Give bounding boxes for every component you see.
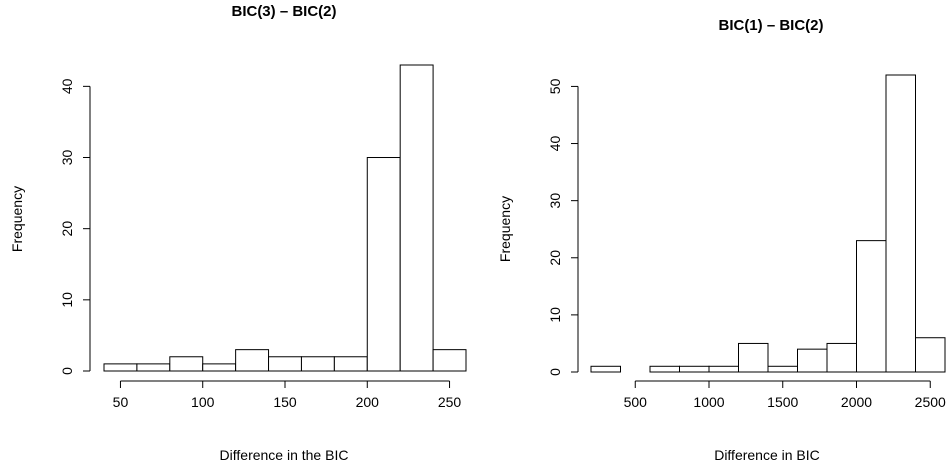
histogram-bar [399, 64, 434, 372]
x-tick-label: 50 [113, 394, 129, 410]
panel-right-histogram: BIC(1) – BIC(2) Difference in BIC Freque… [497, 17, 946, 463]
histogram-bar [136, 363, 171, 372]
x-tick-label: 500 [624, 394, 648, 410]
histogram-bar [202, 363, 237, 372]
histogram-bar [649, 365, 680, 373]
y-tick-label: 40 [59, 78, 75, 94]
histogram-bar [432, 349, 467, 372]
y-axis-label: Frequency [9, 186, 25, 252]
y-tick-label: 30 [59, 150, 75, 166]
chart-title: BIC(3) – BIC(2) [231, 3, 336, 20]
histogram-bar [590, 365, 621, 373]
x-axis-label: Difference in the BIC [220, 447, 349, 463]
histogram-bar [856, 240, 887, 373]
histogram-bar [333, 356, 368, 372]
chart-title: BIC(1) – BIC(2) [718, 17, 823, 34]
histogram-bar [268, 356, 302, 372]
histogram-bar [826, 342, 857, 373]
histogram-bar [235, 349, 270, 372]
y-tick-label: 40 [547, 136, 563, 152]
x-tick-label: 200 [356, 394, 380, 410]
x-axis: 500 1000 1500 2000 2500 [624, 380, 946, 410]
x-tick-label: 100 [191, 394, 215, 410]
x-axis: 50 100 150 200 250 [113, 380, 462, 410]
histogram-bar [366, 157, 401, 372]
y-axis-label: Frequency [497, 196, 513, 262]
x-tick-label: 1000 [693, 394, 724, 410]
histogram-bar [708, 365, 739, 373]
histogram-bar [300, 356, 335, 372]
x-tick-label: 250 [438, 394, 462, 410]
histogram-bar [915, 337, 946, 373]
panel-left-histogram: BIC(3) – BIC(2) Difference in the BIC Fr… [9, 3, 467, 463]
y-tick-label: 50 [547, 78, 563, 94]
x-tick-label: 150 [273, 394, 297, 410]
histogram-bar [738, 342, 769, 373]
y-tick-label: 30 [547, 193, 563, 209]
x-axis-label: Difference in BIC [714, 447, 820, 463]
y-axis: 0 10 20 30 40 [59, 78, 91, 375]
y-tick-label: 20 [59, 221, 75, 237]
y-tick-label: 0 [547, 368, 563, 376]
y-tick-label: 10 [59, 292, 75, 308]
x-tick-label: 1500 [767, 394, 798, 410]
x-tick-label: 2500 [915, 394, 946, 410]
histogram-bar [885, 74, 916, 373]
y-tick-label: 0 [59, 367, 75, 375]
y-tick-label: 20 [547, 250, 563, 266]
bars [590, 74, 946, 373]
x-tick-label: 2000 [841, 394, 872, 410]
histogram-bar [169, 356, 204, 372]
bars [103, 64, 467, 372]
y-axis: 0 10 20 30 40 50 [547, 78, 579, 376]
histogram-bar [103, 363, 138, 372]
histogram-bar [679, 365, 710, 373]
y-tick-label: 10 [547, 307, 563, 323]
histogram-bar [797, 348, 828, 373]
histogram-bar [767, 365, 798, 373]
